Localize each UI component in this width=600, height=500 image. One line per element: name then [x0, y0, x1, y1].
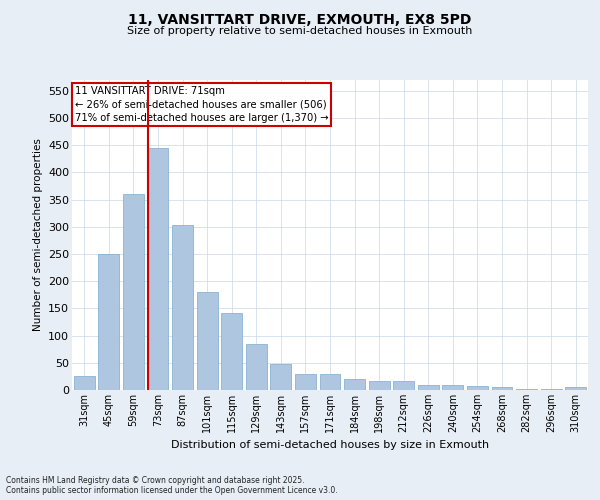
Bar: [271, 364, 292, 390]
Bar: [197, 292, 218, 390]
Bar: [442, 385, 463, 390]
Bar: [368, 382, 389, 390]
Bar: [516, 389, 537, 390]
Bar: [418, 385, 439, 390]
Text: Contains HM Land Registry data © Crown copyright and database right 2025.
Contai: Contains HM Land Registry data © Crown c…: [6, 476, 338, 495]
Bar: [295, 374, 316, 390]
Bar: [123, 194, 144, 390]
Bar: [221, 313, 242, 390]
Text: Size of property relative to semi-detached houses in Exmouth: Size of property relative to semi-detach…: [127, 26, 473, 36]
Bar: [491, 388, 512, 390]
Bar: [148, 148, 169, 390]
X-axis label: Distribution of semi-detached houses by size in Exmouth: Distribution of semi-detached houses by …: [171, 440, 489, 450]
Bar: [320, 374, 340, 390]
Bar: [393, 381, 414, 390]
Bar: [246, 344, 267, 390]
Text: 11 VANSITTART DRIVE: 71sqm
← 26% of semi-detached houses are smaller (506)
71% o: 11 VANSITTART DRIVE: 71sqm ← 26% of semi…: [74, 86, 328, 122]
Text: 11, VANSITTART DRIVE, EXMOUTH, EX8 5PD: 11, VANSITTART DRIVE, EXMOUTH, EX8 5PD: [128, 12, 472, 26]
Bar: [74, 376, 95, 390]
Bar: [467, 386, 488, 390]
Bar: [98, 254, 119, 390]
Bar: [172, 225, 193, 390]
Bar: [344, 379, 365, 390]
Bar: [565, 388, 586, 390]
Y-axis label: Number of semi-detached properties: Number of semi-detached properties: [32, 138, 43, 332]
